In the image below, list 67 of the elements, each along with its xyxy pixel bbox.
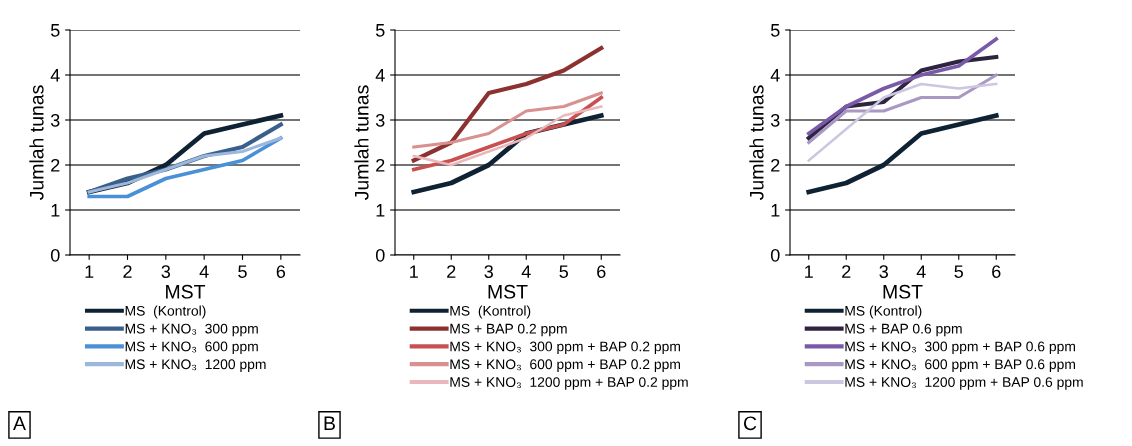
- y-tick-label: 0: [375, 248, 385, 262]
- line-series: [412, 91, 603, 149]
- x-tick-label: 4: [916, 265, 926, 278]
- x-tick-label: 6: [276, 265, 286, 278]
- x-tick-label: 2: [447, 265, 456, 278]
- x-tick-label: 2: [123, 265, 132, 278]
- line-series: [806, 37, 999, 136]
- y-tick-label: 4: [375, 69, 385, 82]
- y-tick-label: 2: [771, 158, 780, 172]
- x-tick-label: 5: [238, 265, 247, 278]
- y-tick-label: 5: [50, 24, 60, 37]
- y-tick-label: 3: [375, 113, 385, 127]
- x-tick-label: 4: [521, 265, 531, 278]
- legend-label: MS + KNO₃ 1200 ppm + BAP 0.2 ppm: [450, 377, 688, 390]
- y-tick-label: 4: [50, 69, 60, 82]
- line-series: [807, 73, 998, 145]
- x-tick-label: 5: [559, 265, 569, 278]
- legend-label: MS + KNO₃ 1200 ppm + BAP 0.6 ppm: [845, 377, 1083, 390]
- y-tick-label: 3: [770, 113, 780, 127]
- legend-label: MS + KNO₃ 300 ppm + BAP 0.2 ppm: [450, 341, 680, 355]
- legend-label: MS + BAP 0.2 ppm: [450, 323, 567, 337]
- y-tick-label: 2: [376, 158, 385, 172]
- y-tick-label: 3: [50, 113, 60, 127]
- x-tick-label: 5: [954, 265, 964, 278]
- x-tick-label: 1: [805, 265, 813, 278]
- x-axis-title: MST: [166, 284, 206, 299]
- line-series: [411, 45, 604, 163]
- text: C: [743, 416, 757, 431]
- legend-label: MS + KNO₃ 600 ppm + BAP 0.6 ppm: [845, 359, 1075, 372]
- x-axis-title: MST: [883, 284, 923, 299]
- y-tick-label: 5: [770, 24, 780, 37]
- y-tick-label: 4: [770, 69, 780, 82]
- legend-label: MS + KNO₃ 300 ppm: [125, 323, 258, 337]
- y-tick-label: 0: [770, 248, 780, 262]
- y-axis-title: Jumlah tunas: [354, 85, 369, 201]
- legend-label: MS (Kontrol): [845, 305, 922, 319]
- text: B: [324, 416, 335, 430]
- x-tick-label: 6: [992, 265, 1001, 278]
- legend-label: MS + KNO₃ 600 ppm: [125, 341, 258, 355]
- x-tick-label: 6: [597, 265, 606, 278]
- x-tick-label: 3: [161, 265, 171, 278]
- line-series: [807, 82, 998, 162]
- x-tick-label: 2: [842, 265, 851, 278]
- y-tick-label: 1: [771, 204, 780, 217]
- y-axis-title: Jumlah tunas: [749, 85, 764, 201]
- x-tick-label: 4: [199, 265, 209, 278]
- y-tick-label: 0: [50, 248, 60, 262]
- y-tick-label: 1: [51, 204, 60, 217]
- legend-label: MS (Kontrol): [450, 305, 531, 319]
- x-tick-label: 3: [879, 265, 888, 278]
- y-tick-label: 5: [375, 24, 385, 37]
- x-axis-title: MST: [488, 284, 528, 299]
- legend-label: MS + BAP 0.6 ppm: [845, 323, 962, 337]
- y-axis-title: Jumlah tunas: [29, 85, 44, 201]
- x-tick-label: 3: [484, 265, 493, 278]
- y-tick-label: 2: [51, 158, 60, 172]
- x-tick-label: 1: [410, 265, 418, 278]
- line-series: [412, 105, 603, 167]
- legend-label: MS + KNO₃ 1200 ppm: [125, 359, 266, 372]
- x-tick-label: 1: [85, 265, 94, 278]
- line-series: [411, 95, 604, 172]
- legend-label: MS + KNO₃ 600 ppm + BAP 0.2 ppm: [450, 359, 680, 372]
- legend-label: MS (Kontrol): [125, 305, 206, 319]
- text: A: [13, 416, 26, 430]
- legend-label: MS + KNO₃ 300 ppm + BAP 0.6 ppm: [845, 341, 1075, 355]
- line-series: [806, 113, 999, 195]
- y-tick-label: 1: [376, 204, 385, 217]
